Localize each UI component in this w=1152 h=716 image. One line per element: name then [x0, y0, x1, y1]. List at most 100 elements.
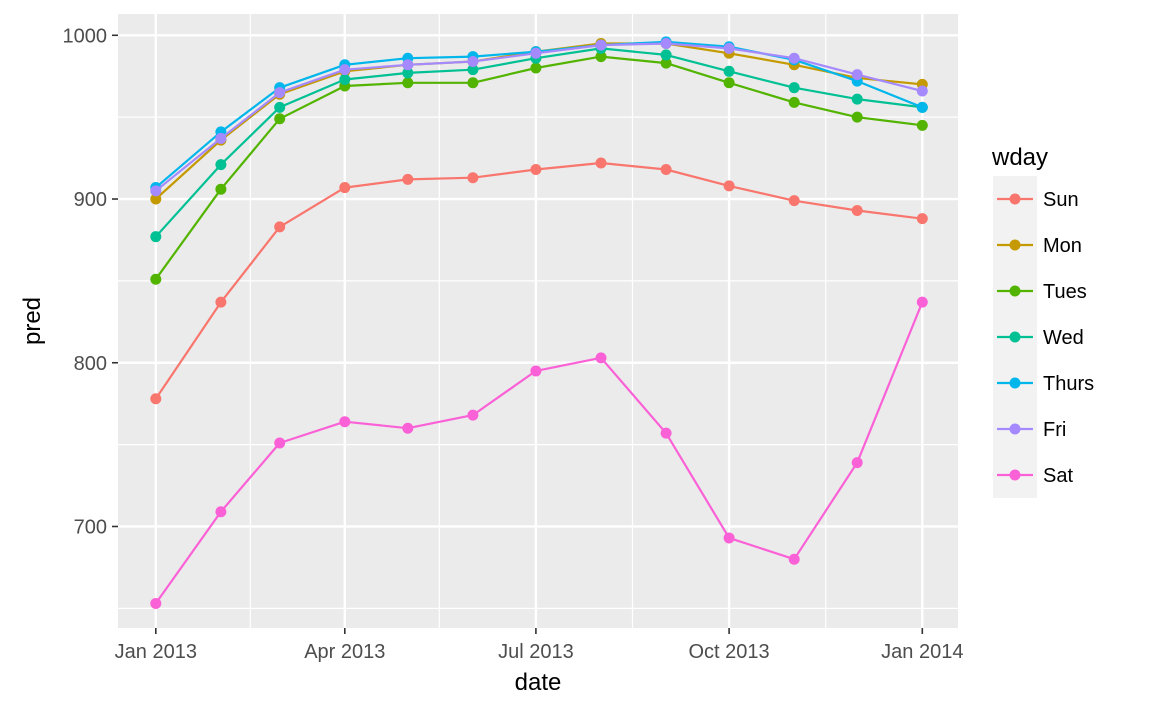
x-tick-label: Apr 2013 [304, 641, 385, 663]
series-layer [150, 36, 928, 609]
data-point [215, 183, 227, 195]
data-point [467, 77, 479, 89]
legend-label: Fri [1043, 419, 1066, 441]
legend-label: Tues [1043, 281, 1087, 303]
y-tick-label: 1000 [63, 25, 108, 47]
legend-key-point [1009, 469, 1021, 481]
data-point [916, 119, 928, 131]
legend-items: Sun Mon Tues Wed Thurs Fri Sat [993, 176, 1094, 498]
data-point [274, 437, 286, 449]
legend-key-point [1009, 423, 1021, 435]
data-point [595, 39, 607, 51]
data-point [916, 101, 928, 113]
legend-item: Fri [993, 406, 1066, 452]
data-point [788, 195, 800, 207]
series-sun [150, 157, 928, 405]
plot-background [118, 14, 958, 628]
legend-key-point [1009, 193, 1021, 205]
data-point [402, 59, 414, 71]
x-tick-label: Jan 2014 [881, 641, 963, 663]
data-point [274, 87, 286, 99]
data-point [467, 409, 479, 421]
grid-lines [118, 14, 958, 628]
data-point [467, 64, 479, 76]
y-tick-label: 800 [74, 353, 107, 375]
data-point [595, 157, 607, 169]
data-point [851, 204, 863, 216]
legend-key-point [1009, 285, 1021, 297]
data-point [530, 365, 542, 377]
data-point [595, 51, 607, 63]
data-point [916, 85, 928, 97]
series-fri [150, 37, 928, 197]
data-point [723, 65, 735, 77]
plot-panel [118, 14, 958, 628]
data-point [215, 506, 227, 518]
x-tick-label: Oct 2013 [689, 641, 770, 663]
data-point [150, 393, 162, 405]
legend-item: Wed [993, 314, 1084, 360]
legend-item: Mon [993, 222, 1082, 268]
data-point [595, 352, 607, 364]
axes: 700 800 900 1000 Jan 2013 Apr 2013 Jul 2013 Oct… [63, 25, 964, 663]
data-point [723, 77, 735, 89]
data-point [788, 96, 800, 108]
data-point [851, 69, 863, 81]
data-point [215, 296, 227, 308]
data-point [660, 37, 672, 49]
data-point [530, 62, 542, 74]
legend-label: Mon [1043, 235, 1082, 257]
data-point [402, 422, 414, 434]
data-point [660, 57, 672, 69]
legend-key-point [1009, 331, 1021, 343]
x-tick-label: Jan 2013 [115, 641, 197, 663]
legend-key-point [1009, 239, 1021, 251]
data-point [274, 101, 286, 113]
data-point [916, 213, 928, 225]
y-axis-title: pred [19, 297, 46, 345]
legend-key-point [1009, 377, 1021, 389]
data-point [402, 173, 414, 185]
legend-item: Tues [993, 268, 1087, 314]
data-point [402, 67, 414, 79]
data-point [467, 172, 479, 184]
data-point [723, 42, 735, 54]
y-tick-label: 700 [74, 516, 107, 538]
data-point [339, 64, 351, 76]
data-point [723, 180, 735, 192]
series-tues [150, 51, 928, 285]
data-point [723, 532, 735, 544]
legend-label: Sat [1043, 465, 1073, 487]
data-point [660, 427, 672, 439]
x-axis-title: date [515, 669, 562, 696]
legend-label: Wed [1043, 327, 1084, 349]
legend-label: Sun [1043, 189, 1079, 211]
data-point [851, 111, 863, 123]
data-point [660, 49, 672, 61]
legend-item: Sun [993, 176, 1079, 222]
data-point [916, 296, 928, 308]
data-point [274, 113, 286, 125]
data-point [660, 164, 672, 176]
data-point [788, 82, 800, 94]
data-point [150, 193, 162, 205]
data-point [339, 73, 351, 85]
series-sat [150, 296, 928, 609]
data-point [851, 93, 863, 105]
data-point [530, 47, 542, 59]
data-point [215, 132, 227, 144]
data-point [150, 597, 162, 609]
data-point [788, 52, 800, 64]
legend-item: Sat [993, 452, 1073, 498]
data-point [339, 416, 351, 428]
data-point [150, 273, 162, 285]
data-point [339, 182, 351, 194]
legend: wday Sun Mon Tues Wed Thurs Fri Sat [991, 144, 1094, 498]
legend-title: wday [991, 144, 1048, 171]
data-point [467, 55, 479, 67]
data-point [851, 457, 863, 469]
data-point [215, 159, 227, 171]
legend-item: Thurs [993, 360, 1094, 406]
